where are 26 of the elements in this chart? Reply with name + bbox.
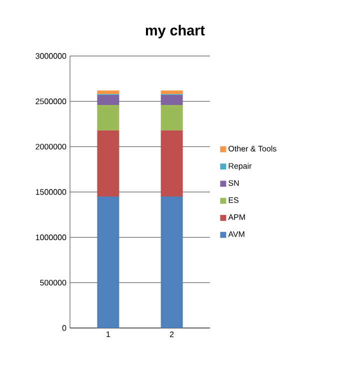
bar: [160, 130, 183, 197]
bar: [160, 196, 183, 328]
y-tick-label: 1000000: [36, 234, 66, 240]
bar: [160, 94, 183, 105]
bar: [97, 90, 120, 94]
y-tick-label: 3000000: [36, 53, 66, 59]
x-tick-label: 1: [106, 332, 110, 338]
y-tick-label: 2000000: [36, 144, 66, 150]
bar: [97, 94, 120, 105]
bar: [97, 196, 120, 328]
legend-label: APM: [228, 214, 245, 220]
y-tick-label: 0: [62, 325, 66, 331]
y-tick-label: 2500000: [36, 98, 66, 104]
legend-label: SN: [228, 180, 239, 186]
legend-label: Other & Tools: [228, 146, 276, 152]
legend-label: Repair: [228, 162, 252, 170]
y-tick-label: 1500000: [36, 189, 66, 195]
bar: [160, 90, 183, 94]
bar: [160, 104, 183, 130]
x-tick-label: 2: [170, 332, 174, 338]
bar: [97, 130, 120, 197]
bar: [97, 104, 120, 130]
legend-label: AVM: [228, 231, 244, 237]
y-tick-label: 500000: [40, 280, 66, 286]
legend-label: ES: [228, 197, 238, 203]
chart-title: my chart: [146, 24, 205, 38]
